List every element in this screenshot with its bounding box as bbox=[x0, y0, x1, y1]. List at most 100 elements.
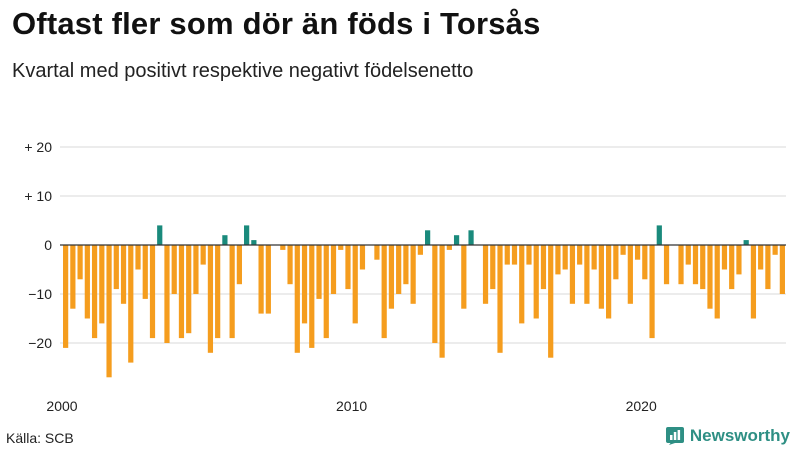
bar bbox=[678, 245, 684, 285]
bar bbox=[106, 245, 112, 378]
bar bbox=[265, 245, 271, 314]
bar bbox=[533, 245, 539, 319]
bar bbox=[461, 245, 467, 309]
bar bbox=[236, 245, 242, 285]
bar bbox=[345, 245, 351, 290]
bar bbox=[280, 245, 286, 250]
bar bbox=[164, 245, 170, 343]
bar bbox=[374, 245, 380, 260]
bar bbox=[178, 245, 185, 339]
bar bbox=[171, 245, 177, 294]
bar bbox=[120, 245, 127, 304]
x-tick-label: 2010 bbox=[336, 398, 367, 414]
bar bbox=[526, 245, 532, 265]
bar bbox=[613, 245, 619, 280]
bar bbox=[511, 245, 518, 265]
y-tick-label: −10 bbox=[28, 286, 52, 302]
bar bbox=[323, 245, 329, 339]
bar bbox=[750, 245, 757, 319]
x-tick-label: 2020 bbox=[626, 398, 657, 414]
x-tick-label: 2000 bbox=[46, 398, 77, 414]
y-tick-label: 0 bbox=[44, 237, 52, 253]
bar bbox=[294, 245, 300, 353]
bar bbox=[490, 245, 496, 290]
bar bbox=[287, 245, 293, 285]
bar bbox=[381, 245, 387, 339]
bar bbox=[417, 245, 423, 255]
bar bbox=[425, 230, 431, 245]
bar bbox=[309, 245, 315, 348]
bar bbox=[215, 245, 221, 339]
bar bbox=[519, 245, 525, 324]
bar bbox=[70, 245, 76, 309]
bar bbox=[301, 245, 308, 324]
bar bbox=[193, 245, 199, 294]
bar bbox=[634, 245, 641, 260]
bar bbox=[453, 235, 460, 245]
bar bbox=[142, 245, 148, 299]
bar bbox=[77, 245, 83, 280]
bar bbox=[540, 245, 547, 290]
axes: + 20 + 10 0 −10 −20 2000 2010 2020 bbox=[24, 139, 786, 414]
bar bbox=[91, 245, 98, 339]
bar bbox=[99, 245, 105, 324]
bar bbox=[439, 245, 445, 358]
bar bbox=[584, 245, 590, 304]
bar bbox=[685, 245, 691, 265]
bar bbox=[251, 240, 257, 245]
bar bbox=[497, 245, 503, 353]
bar bbox=[352, 245, 358, 324]
bar bbox=[765, 245, 771, 290]
bar bbox=[555, 245, 561, 275]
bar bbox=[663, 245, 670, 285]
bars bbox=[63, 225, 785, 378]
bar bbox=[656, 225, 662, 245]
chart-subtitle: Kvartal med positivt respektive negativt… bbox=[12, 60, 474, 82]
bar bbox=[200, 245, 206, 265]
bar bbox=[577, 245, 583, 265]
bar bbox=[128, 245, 134, 363]
y-tick-label: −20 bbox=[28, 335, 52, 351]
bar bbox=[446, 245, 452, 250]
bar bbox=[113, 245, 119, 290]
bar bbox=[758, 245, 764, 270]
bar bbox=[627, 245, 633, 304]
bar bbox=[649, 245, 655, 339]
bar bbox=[338, 245, 344, 250]
bar bbox=[258, 245, 264, 314]
bar bbox=[692, 245, 699, 285]
bar bbox=[700, 245, 706, 290]
bar bbox=[504, 245, 510, 265]
bar bbox=[410, 245, 416, 304]
bar bbox=[244, 225, 250, 245]
bar bbox=[222, 235, 228, 245]
bar bbox=[330, 245, 337, 294]
bar bbox=[186, 245, 192, 334]
bar bbox=[606, 245, 612, 319]
source-note: Källa: SCB bbox=[6, 430, 74, 446]
bar bbox=[729, 245, 735, 290]
bar bbox=[548, 245, 554, 358]
bar bbox=[562, 245, 568, 270]
bar bbox=[207, 245, 214, 353]
bar bbox=[714, 245, 720, 319]
chart-title: Oftast fler som dör än föds i Torsås bbox=[12, 6, 541, 41]
bar bbox=[642, 245, 648, 280]
y-tick-label: + 10 bbox=[24, 188, 52, 204]
bar bbox=[432, 245, 438, 343]
bar bbox=[229, 245, 235, 339]
bar bbox=[779, 245, 785, 294]
bar bbox=[149, 245, 156, 339]
bar bbox=[157, 225, 163, 245]
bar bbox=[388, 245, 395, 309]
brand-name: Newsworthy bbox=[689, 426, 790, 445]
bar bbox=[569, 245, 576, 304]
bar bbox=[743, 240, 749, 245]
newsworthy-logo-icon bbox=[665, 427, 684, 445]
bar bbox=[316, 245, 322, 299]
bar bbox=[721, 245, 728, 270]
bar bbox=[772, 245, 778, 255]
bar bbox=[707, 245, 713, 309]
bar bbox=[63, 245, 69, 348]
